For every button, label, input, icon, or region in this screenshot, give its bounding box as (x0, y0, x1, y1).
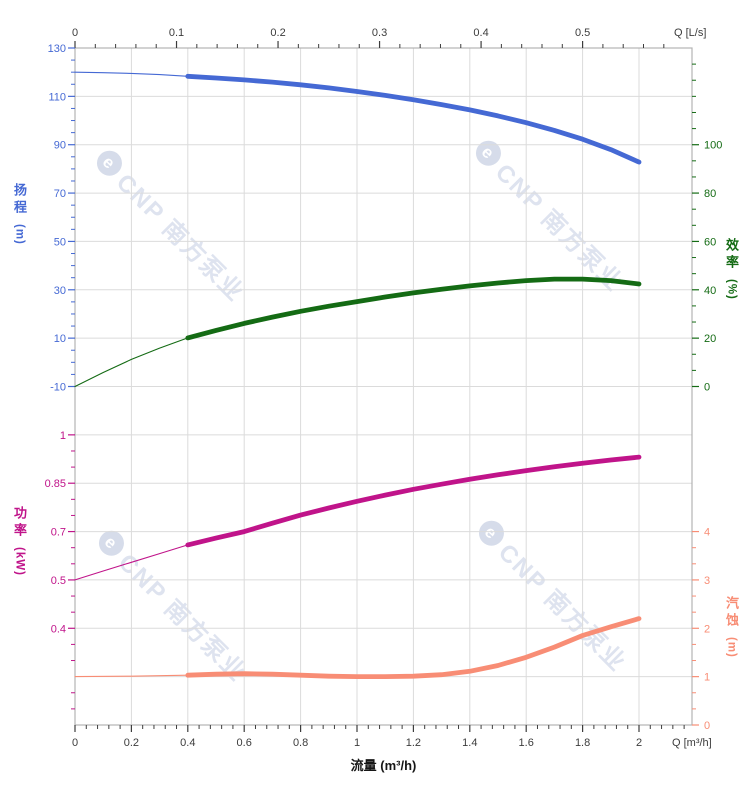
efficiency-axis-title-text: 效率 (724, 238, 739, 272)
head-tick-label: 30 (54, 285, 66, 297)
efficiency-curve-thin (74, 337, 189, 388)
bottom-axis-tick-label: 0.8 (293, 737, 308, 749)
efficiency-tick-label: 0 (704, 382, 710, 394)
npsh-curve-thin (74, 674, 189, 678)
efficiency-axis: 100 80 60 40 20 0 (692, 63, 722, 394)
top-axis: 0 0.1 0.2 0.3 0.4 0.5 Q [L/s] (72, 27, 706, 48)
bottom-axis-tick-label: 1.6 (519, 737, 534, 749)
bottom-axis-tick-label: 0.6 (237, 737, 252, 749)
npsh-tick-label: 2 (704, 623, 710, 635)
top-axis-label: Q [L/s] (674, 27, 706, 39)
bottom-axis-tick-label: 0.2 (124, 737, 139, 749)
npsh-axis-title-text: 汽蚀 (724, 596, 739, 630)
top-axis-tick-label: 0.4 (473, 27, 488, 39)
head-tick-label: 90 (54, 140, 66, 152)
top-axis-tick-label: 0.5 (575, 27, 590, 39)
grid (74, 47, 692, 726)
power-axis-title: 功率 (kW) (10, 506, 29, 576)
power-tick-label: 0.7 (51, 527, 66, 539)
power-axis-title-text: 功率 (12, 506, 27, 540)
bottom-axis-tick-label: 1.4 (462, 737, 477, 749)
efficiency-tick-label: 100 (704, 140, 722, 152)
bottom-axis: 0 0.2 0.4 0.6 0.8 1 1.2 1.4 1.6 1.8 2 Q [m³/h] (72, 725, 712, 749)
head-axis-title-text: 扬程 (12, 183, 27, 217)
npsh-tick-label: 3 (704, 575, 710, 587)
npsh-tick-label: 1 (704, 672, 710, 684)
head-axis: 130 110 90 70 50 30 10 -10 (48, 43, 75, 394)
efficiency-tick-label: 80 (704, 188, 716, 200)
top-axis-tick-label: 0 (72, 27, 78, 39)
power-curve-thin (74, 544, 189, 581)
head-curve (185, 73, 642, 165)
power-tick-label: 0.5 (51, 575, 66, 587)
flow-axis-title: 流量 (m³/h) (350, 758, 417, 773)
npsh-tick-label: 0 (704, 720, 710, 732)
npsh-curve (185, 616, 642, 679)
head-curve-thin (74, 71, 189, 77)
head-tick-label: 50 (54, 236, 66, 248)
bottom-axis-label: Q [m³/h] (672, 737, 712, 749)
efficiency-tick-label: 60 (704, 236, 716, 248)
efficiency-axis-title: 效率 (%) (722, 238, 741, 300)
power-curve (185, 454, 642, 548)
efficiency-axis-unit: (%) (725, 279, 738, 300)
bottom-axis-tick-label: 1.8 (575, 737, 590, 749)
power-tick-label: 0.85 (45, 478, 66, 490)
bottom-axis-tick-label: 1.2 (406, 737, 421, 749)
bottom-axis-tick-label: 0.4 (180, 737, 195, 749)
top-axis-tick-label: 0.3 (372, 27, 387, 39)
npsh-axis: 4 3 2 1 0 (692, 527, 710, 732)
head-tick-label: 130 (48, 43, 66, 55)
efficiency-tick-label: 40 (704, 285, 716, 297)
power-axis: 1 0.85 0.7 0.5 0.4 (45, 430, 75, 710)
npsh-axis-unit: (m) (725, 637, 738, 658)
head-tick-label: 70 (54, 188, 66, 200)
efficiency-curve (185, 276, 642, 341)
efficiency-tick-label: 20 (704, 333, 716, 345)
top-axis-tick-label: 0.1 (169, 27, 184, 39)
head-tick-label: 110 (48, 91, 66, 103)
npsh-axis-title: 汽蚀 (m) (722, 596, 741, 658)
power-axis-unit: (kW) (13, 547, 26, 576)
head-axis-unit: (m) (13, 224, 26, 245)
head-tick-label: 10 (54, 333, 66, 345)
head-tick-label: -10 (50, 382, 66, 394)
bottom-axis-tick-label: 0 (72, 737, 78, 749)
curves (74, 71, 642, 679)
top-axis-tick-label: 0.2 (270, 27, 285, 39)
bottom-axis-tick-label: 2 (636, 737, 642, 749)
power-tick-label: 1 (60, 430, 66, 442)
npsh-tick-label: 4 (704, 527, 710, 539)
power-tick-label: 0.4 (51, 623, 66, 635)
head-axis-title: 扬程 (m) (10, 183, 29, 245)
bottom-axis-tick-label: 1 (354, 737, 360, 749)
